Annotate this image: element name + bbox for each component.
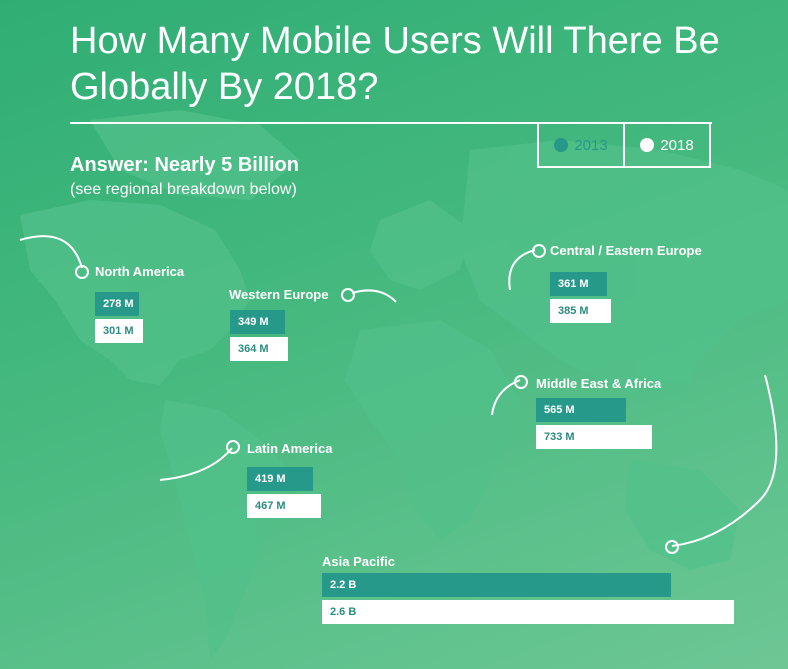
legend-label-2013: 2013	[574, 136, 608, 154]
bar-middle-east-africa-2013: 565 M	[536, 398, 626, 422]
legend-label-2018: 2018	[660, 136, 694, 154]
region-label-middle-east-africa: Middle East & Africa	[536, 376, 662, 391]
region-label-western-europe: Western Europe	[229, 287, 329, 302]
bar-central-eastern-europe-2013: 361 M	[550, 272, 607, 296]
marker-middle-east-africa	[514, 375, 528, 389]
marker-asia-pacific	[665, 540, 679, 554]
bar-north-america-2018: 301 M	[95, 319, 143, 343]
marker-north-america	[75, 265, 89, 279]
legend-dot-2013	[554, 138, 569, 152]
bar-middle-east-africa-2018: 733 M	[536, 425, 652, 449]
bar-latin-america-2018: 467 M	[247, 494, 321, 518]
region-label-central-eastern-europe: Central / Eastern Europe	[550, 243, 702, 258]
bar-western-europe-2018: 364 M	[230, 337, 288, 361]
legend-item-2018: 2018	[623, 124, 709, 166]
region-label-north-america: North America	[95, 264, 185, 279]
legend-dot-2018	[640, 138, 655, 152]
region-label-latin-america: Latin America	[247, 441, 333, 456]
marker-central-eastern-europe	[532, 244, 546, 258]
title-divider	[70, 122, 712, 124]
bar-latin-america-2013: 419 M	[247, 467, 313, 491]
legend-item-2013: 2013	[539, 124, 623, 166]
bar-central-eastern-europe-2018: 385 M	[550, 299, 611, 323]
bar-western-europe-2013: 349 M	[230, 310, 285, 334]
marker-latin-america	[226, 440, 240, 454]
bar-asia-pacific-2013: 2.2 B	[322, 573, 671, 597]
answer-subtitle: (see regional breakdown below)	[70, 181, 297, 198]
answer-heading: Answer: Nearly 5 Billion	[70, 154, 299, 176]
marker-western-europe	[341, 288, 355, 302]
legend: 2013 2018	[537, 124, 711, 168]
region-label-asia-pacific: Asia Pacific	[322, 554, 395, 569]
bar-north-america-2013: 278 M	[95, 292, 139, 316]
page-title: How Many Mobile Users Will There Be Glob…	[70, 20, 720, 108]
bar-asia-pacific-2018: 2.6 B	[322, 600, 734, 624]
